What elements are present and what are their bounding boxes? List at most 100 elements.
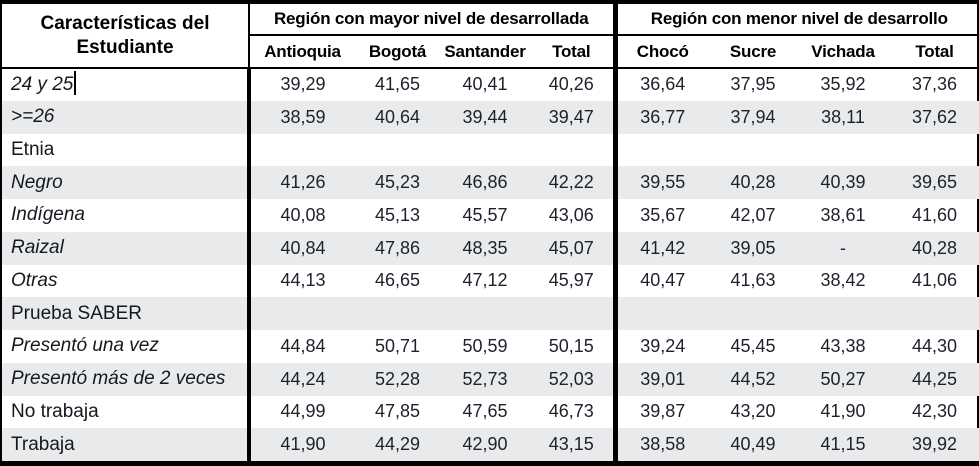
cell: 46,73 [548,401,594,422]
cell: 43,20 [730,401,776,422]
cell [440,297,530,330]
row-label-cell: Negro [2,166,251,199]
table-row: No trabaja 44,99 47,85 47,65 46,73 39,87… [2,395,979,429]
cell [888,134,979,167]
row-label: Presentó más de 2 veces [11,368,226,390]
cell: 47,12 [462,270,508,291]
col-header-bogota: Bogotá [355,35,440,69]
cell [249,134,355,167]
row-label-cell: Trabaja [2,428,251,461]
table-row: Presentó más de 2 veces 44,24 52,28 52,7… [2,362,979,396]
cell: 37,36 [912,74,958,95]
row-label: No trabaja [11,400,99,422]
cell: 50,27 [820,368,866,389]
cell: 40,39 [820,172,866,193]
cell: 50,59 [462,335,508,356]
table-row: Otras 44,13 46,65 47,12 45,97 40,47 41,6… [2,264,979,298]
cell: 44,25 [912,368,958,389]
row-label-cell: 24 y 25 [2,68,251,101]
cell: 37,94 [730,106,776,127]
row-label: Prueba SABER [11,302,142,324]
row-label-cell: Raizal [2,231,251,265]
cell [530,134,615,167]
col-header-total-2: Total [888,35,979,69]
cell: 37,62 [912,106,958,127]
cell: 46,65 [374,270,421,291]
cell: 41,65 [374,74,421,95]
cell: 45,07 [548,237,594,258]
cell: 39,24 [612,330,708,363]
row-label: >=26 [11,106,55,128]
cell: 41,90 [820,401,866,422]
table-row: 24 y 25 39,29 41,65 40,41 40,26 36,64 37… [2,68,979,101]
cell: 43,06 [548,204,594,225]
cell: 42,22 [548,172,594,193]
cell: 41,90 [280,434,326,455]
cell [530,297,615,330]
cell: 41,42 [612,231,708,265]
group-header-row: Características del Estudiante Región co… [2,4,979,69]
row-label-cell: Otras [2,264,251,298]
cell: 41,26 [280,172,326,193]
cell: 38,11 [821,106,865,127]
row-label-cell: Etnia [2,133,251,167]
col-header-antioquia: Antioquia [249,35,355,69]
column-header-row: Antioquia Bogotá Santander Total Chocó S… [2,35,979,69]
table-row: Negro 41,26 45,23 46,86 42,22 39,55 40,2… [2,166,979,199]
cell: 52,73 [462,368,508,389]
cell: 40,28 [730,172,776,193]
cell: 44,52 [730,368,776,389]
cell: 45,97 [548,270,594,291]
cell: 38,42 [820,270,866,291]
cell: 42,90 [462,434,508,455]
cell: 40,28 [912,237,958,258]
cell: 47,85 [374,401,421,422]
cell [708,297,798,330]
cell: 39,47 [548,106,594,127]
row-label: Raizal [11,237,64,259]
cell: 40,08 [280,204,326,225]
cell: 38,59 [280,106,326,127]
cell [798,134,888,167]
cell: 39,92 [912,434,958,455]
cell: 45,45 [730,335,776,356]
cell: 40,41 [462,74,508,95]
cell [249,297,355,330]
corner-header: Características del Estudiante [2,4,250,69]
row-label-cell: No trabaja [2,395,251,429]
cell: 42,30 [912,401,958,422]
cell: 39,65 [912,172,958,193]
col-header-total-1: Total [530,35,615,69]
cell: 41,15 [820,434,866,455]
cell [612,133,708,167]
cell: 45,23 [374,172,421,193]
row-label: Presentó una vez [11,335,159,357]
cell: 45,57 [462,204,508,225]
cell: 48,35 [462,237,508,258]
cell [355,297,440,330]
cell: 44,30 [912,335,958,356]
table-row: Raizal 40,84 47,86 48,35 45,07 41,42 39,… [2,231,979,265]
cell: 40,64 [374,106,421,127]
table-row: Prueba SABER [2,297,979,330]
cell: 40,26 [548,74,594,95]
cell: 50,71 [374,335,421,356]
cell: - [840,237,846,258]
cell: 39,87 [612,395,708,429]
cell: 38,61 [820,204,866,225]
table-row: Indígena 40,08 45,13 45,57 43,06 35,67 4… [2,199,979,232]
row-label: Etnia [11,138,55,160]
cell: 52,28 [374,368,421,389]
cell: 43,38 [820,335,866,356]
row-label-cell: Indígena [2,199,251,232]
cell: 44,29 [374,434,421,455]
row-label: Trabaja [11,433,75,455]
cell: 44,99 [280,401,326,422]
cell: 41,63 [730,270,776,291]
cell: 43,15 [548,434,594,455]
group2-title: Región con menor nivel de desarrollo [612,4,979,36]
cell: 35,67 [612,199,708,232]
table-row: Trabaja 41,90 44,29 42,90 43,15 38,58 40… [2,428,979,461]
cell [798,297,888,330]
